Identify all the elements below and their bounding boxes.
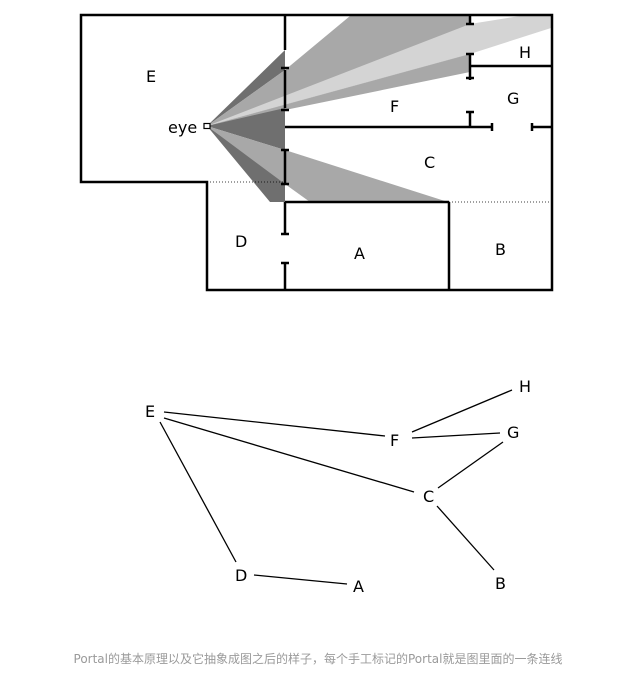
cone-upper-light [207, 16, 551, 126]
edge-c-b [436, 505, 495, 571]
visibility-cones [207, 16, 551, 202]
cone-center-dark [207, 108, 285, 150]
graph-node-f: F [390, 431, 399, 450]
graph-nodes: E F G H C D A B [145, 377, 531, 596]
edge-f-h [411, 389, 513, 433]
edge-e-d [159, 421, 237, 563]
cone-upper-dark [207, 50, 285, 126]
room-label-e: E [146, 67, 156, 86]
room-label-d: D [235, 232, 247, 251]
cone-lower-dark [207, 126, 285, 202]
graph-edges [159, 389, 513, 585]
graph-node-c: C [423, 487, 434, 506]
room-label-b: B [495, 240, 506, 259]
edge-c-g [437, 441, 504, 489]
cone-upper-mid [207, 16, 470, 126]
eye-marker [203, 122, 211, 130]
edge-e-f [163, 411, 386, 437]
cone-lower-mid [207, 126, 448, 202]
room-label-h: H [519, 43, 531, 62]
room-label-f: F [390, 97, 399, 116]
edge-f-g [411, 432, 501, 439]
graph-node-h: H [519, 377, 531, 396]
edge-d-a [253, 574, 348, 585]
walls [79, 13, 554, 292]
portal-caps [281, 22, 534, 265]
room-label-g: G [507, 89, 519, 108]
caption: Portal的基本原理以及它抽象成图之后的样子，每个手工标记的Portal就是图… [73, 652, 563, 666]
eye-label: eye [168, 118, 197, 137]
graph-node-a: A [353, 577, 364, 596]
graph-node-e: E [145, 402, 155, 421]
room-label-c: C [424, 153, 435, 172]
edge-e-c [163, 417, 415, 493]
room-label-a: A [354, 244, 365, 263]
graph-node-g: G [507, 423, 519, 442]
graph-node-d: D [235, 566, 247, 585]
graph-node-b: B [495, 574, 506, 593]
outer-wall [79, 13, 554, 292]
room-labels: E F G H C D A B [146, 43, 531, 263]
cone-upper-mid-2 [207, 54, 470, 126]
